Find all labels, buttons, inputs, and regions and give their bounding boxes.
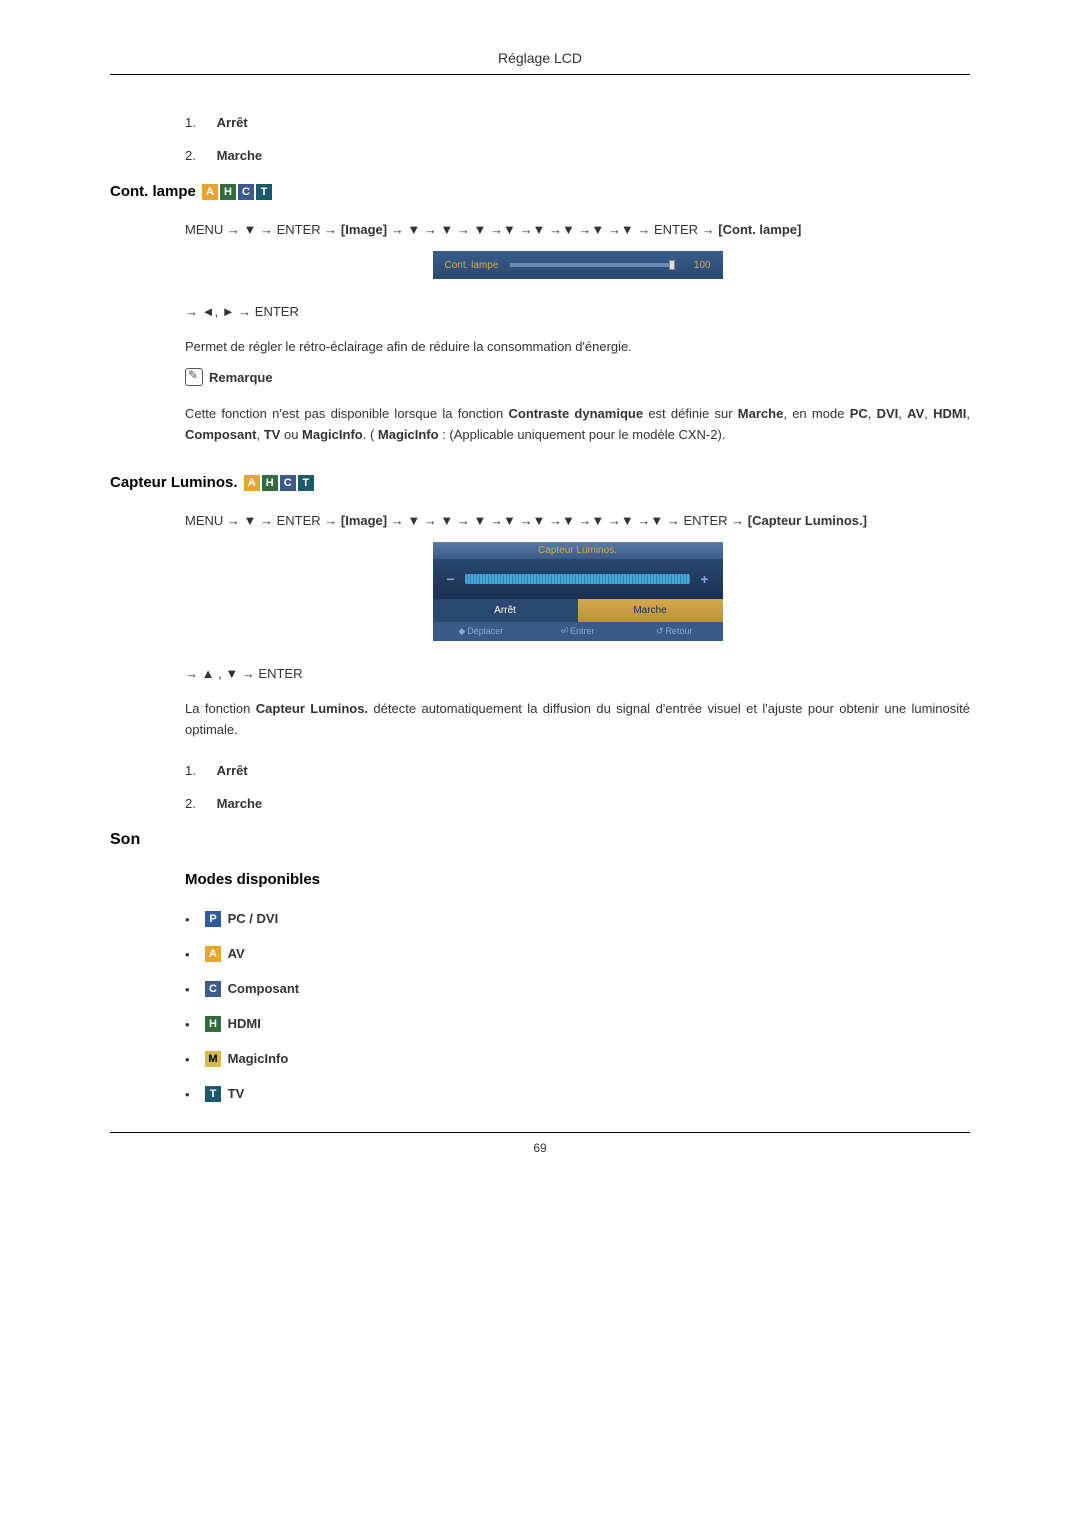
list-label: Arrêt — [217, 763, 248, 778]
list-item: 2. Marche — [185, 796, 970, 811]
nav-bold: [Capteur Luminos.] — [748, 513, 867, 528]
cont-lampe-body: Permet de régler le rétro-éclairage afin… — [185, 337, 970, 358]
title-text: Cont. lampe — [110, 183, 196, 200]
note-icon — [185, 368, 203, 386]
badge-c-icon: C — [205, 981, 221, 997]
mode-badges: A H C T — [244, 475, 314, 491]
nav-text: → ▼ → ▼ → ▼ →▼ →▼ →▼ →▼ →▼ → ENTER → — [387, 222, 718, 237]
badge-c-icon: C — [280, 475, 296, 491]
minus-icon[interactable]: − — [447, 571, 455, 587]
list-item: 2. Marche — [185, 148, 970, 163]
cont-lampe-nav: MENU → ▼ → ENTER → [Image] → ▼ → ▼ → ▼ →… — [185, 218, 970, 241]
capteur-ui: Capteur Luminos. − + Arrêt Marche ◆Dépla… — [433, 542, 723, 641]
initial-list: 1. Arrêt 2. Marche — [185, 115, 970, 163]
capteur-title: Capteur Luminos. A H C T — [110, 474, 970, 491]
return-icon: ↺ — [656, 626, 664, 636]
badge-m-icon: M — [205, 1051, 221, 1067]
nav-continue: → ▲ , ▼ → ENTER — [185, 666, 970, 681]
cont-lampe-title: Cont. lampe A H C T — [110, 183, 970, 200]
list-label: Marche — [217, 148, 263, 163]
footer-enter: ⏎Entrer — [529, 622, 626, 641]
mode-item-composant: C Composant — [185, 980, 970, 997]
mode-item-magicinfo: M MagicInfo — [185, 1050, 970, 1067]
badge-t-icon: T — [256, 184, 272, 200]
nav-continue: → ◄, ► → ENTER — [185, 304, 970, 319]
badge-h-icon: H — [220, 184, 236, 200]
badge-c-icon: C — [238, 184, 254, 200]
badge-h-icon: H — [262, 475, 278, 491]
badge-a-icon: A — [205, 946, 221, 962]
cont-lampe-slider-ui: Cont. lampe 100 — [433, 251, 723, 279]
mode-item-pc: P PC / DVI — [185, 910, 970, 927]
list-number: 1. — [185, 763, 213, 778]
footer-return: ↺Retour — [626, 622, 723, 641]
move-icon: ◆ — [458, 626, 465, 636]
list-item: 1. Arrêt — [185, 763, 970, 778]
son-title: Son — [110, 831, 970, 849]
capteur-ui-footer: ◆Déplacer ⏎Entrer ↺Retour — [433, 622, 723, 641]
mode-label: TV — [228, 1086, 245, 1101]
capteur-ui-header: Capteur Luminos. — [433, 542, 723, 559]
mode-label: PC / DVI — [228, 911, 279, 926]
mode-item-tv: T TV — [185, 1085, 970, 1102]
badge-p-icon: P — [205, 911, 221, 927]
slider-fill — [510, 263, 673, 267]
plus-icon[interactable]: + — [700, 571, 708, 587]
title-text: Capteur Luminos. — [110, 474, 238, 491]
slider-label: Cont. lampe — [445, 260, 510, 271]
mode-item-hdmi: H HDMI — [185, 1015, 970, 1032]
slider-handle[interactable] — [669, 260, 675, 270]
capteur-body: La fonction Capteur Luminos. détecte aut… — [185, 699, 970, 741]
note-header: Remarque — [185, 368, 970, 386]
page-header: Réglage LCD — [110, 50, 970, 75]
mode-label: MagicInfo — [228, 1051, 289, 1066]
slider-track[interactable] — [510, 263, 673, 267]
arret-button[interactable]: Arrêt — [433, 599, 578, 622]
badge-a-icon: A — [202, 184, 218, 200]
capteur-slider-track[interactable] — [465, 574, 691, 584]
badge-t-icon: T — [298, 475, 314, 491]
content-area: 1. Arrêt 2. Marche Cont. lampe A H C T M… — [110, 115, 970, 1102]
mode-label: AV — [228, 946, 245, 961]
page-footer: 69 — [110, 1132, 970, 1155]
nav-bold: [Image] — [341, 222, 387, 237]
enter-icon: ⏎ — [560, 626, 568, 636]
nav-bold: [Cont. lampe] — [718, 222, 801, 237]
list-number: 1. — [185, 115, 213, 130]
nav-bold: [Image] — [341, 513, 387, 528]
nav-text: → ▼ → ▼ → ▼ →▼ →▼ →▼ →▼ →▼ →▼ → ENTER → — [387, 513, 748, 528]
capteur-list: 1. Arrêt 2. Marche — [185, 763, 970, 811]
list-number: 2. — [185, 796, 213, 811]
mode-item-av: A AV — [185, 945, 970, 962]
badge-t-icon: T — [205, 1086, 221, 1102]
badge-a-icon: A — [244, 475, 260, 491]
marche-button[interactable]: Marche — [578, 599, 723, 622]
nav-text: MENU → ▼ → ENTER → — [185, 222, 341, 237]
mode-label: HDMI — [228, 1016, 261, 1031]
badge-h-icon: H — [205, 1016, 221, 1032]
modes-list: P PC / DVI A AV C Composant H HDMI M Mag… — [185, 910, 970, 1102]
nav-text: MENU → ▼ → ENTER → — [185, 513, 341, 528]
note-label: Remarque — [209, 370, 273, 385]
capteur-nav: MENU → ▼ → ENTER → [Image] → ▼ → ▼ → ▼ →… — [185, 509, 970, 532]
capteur-ui-slider-row: − + — [433, 559, 723, 599]
footer-move: ◆Déplacer — [433, 622, 530, 641]
mode-label: Composant — [228, 981, 300, 996]
list-label: Arrêt — [217, 115, 248, 130]
mode-badges: A H C T — [202, 184, 272, 200]
note-body: Cette fonction n'est pas disponible lors… — [185, 404, 970, 446]
modes-disponibles-heading: Modes disponibles — [185, 871, 970, 888]
list-label: Marche — [217, 796, 263, 811]
capteur-ui-buttons: Arrêt Marche — [433, 599, 723, 622]
list-number: 2. — [185, 148, 213, 163]
list-item: 1. Arrêt — [185, 115, 970, 130]
slider-value: 100 — [681, 260, 711, 271]
